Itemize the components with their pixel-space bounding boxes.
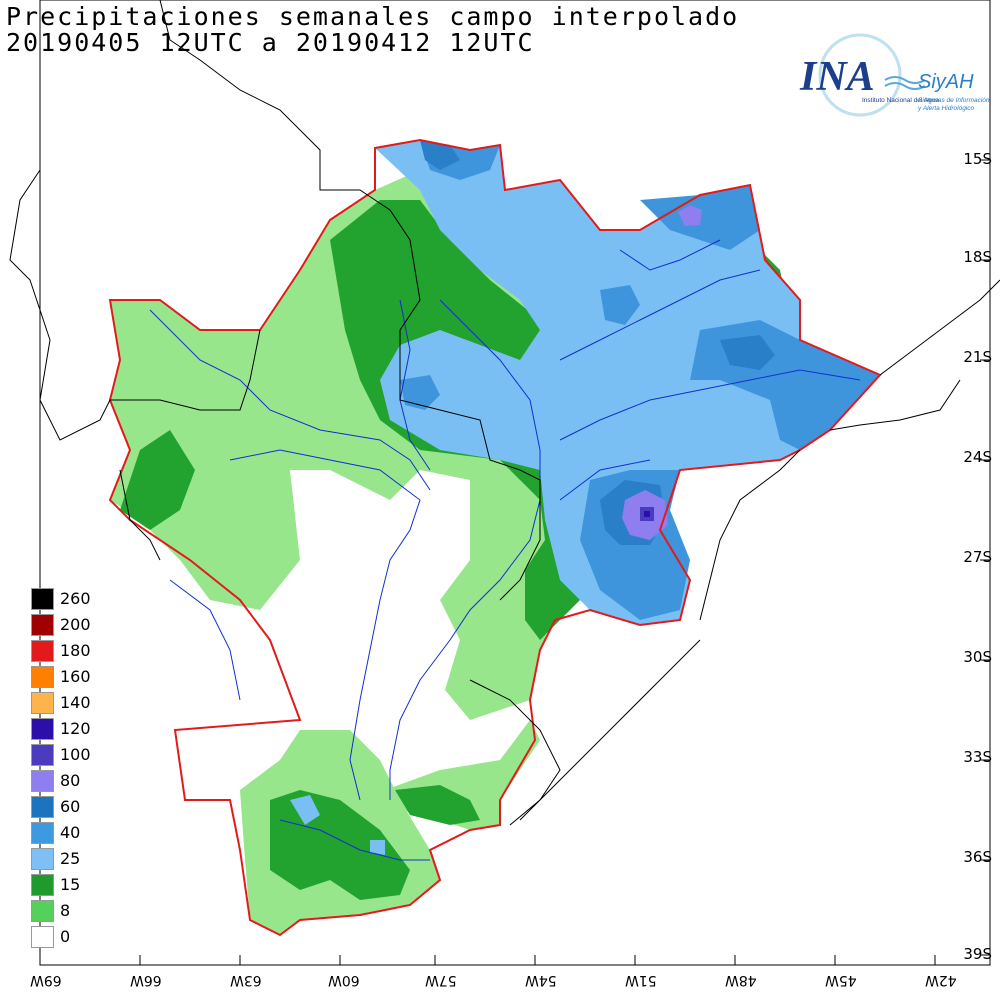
lon-label-42w: 42W bbox=[925, 972, 957, 988]
lon-label-57w: 57W bbox=[425, 972, 457, 988]
legend-swatch bbox=[31, 926, 54, 948]
logo-org: Instituto Nacional del Agua bbox=[862, 97, 939, 104]
legend-swatch bbox=[31, 874, 54, 896]
grid-ticks bbox=[139, 159, 990, 965]
lat-label-15s: 15S bbox=[963, 150, 992, 168]
legend-swatch bbox=[31, 822, 54, 844]
legend-label: 80 bbox=[60, 771, 81, 790]
map-title: Precipitaciones semanales campo interpol… bbox=[6, 2, 740, 31]
legend-swatch bbox=[31, 588, 54, 610]
lat-label-39s: 39S bbox=[963, 945, 992, 963]
ina-siyah-logo: INA SiyAH Instituto Nacional del Agua Si… bbox=[799, 33, 990, 117]
lat-label-24s: 24S bbox=[963, 448, 992, 466]
lon-label-66w: 66W bbox=[130, 972, 162, 988]
legend-item: 260 bbox=[31, 588, 151, 610]
legend-label: 140 bbox=[60, 693, 91, 712]
legend-swatch bbox=[31, 744, 54, 766]
map-border bbox=[39, 0, 991, 966]
legend-item: 40 bbox=[31, 822, 151, 844]
lat-label-21s: 21S bbox=[963, 348, 992, 366]
rain-zone-25mm bbox=[290, 140, 880, 855]
lon-label-69w: 69W bbox=[30, 972, 62, 988]
map-period: 20190405 12UTC a 20190412 12UTC bbox=[6, 28, 535, 57]
lon-label-60w: 60W bbox=[328, 972, 360, 988]
lat-label-30s: 30S bbox=[963, 648, 992, 666]
legend-label: 15 bbox=[60, 875, 81, 894]
legend-item: 25 bbox=[31, 848, 151, 870]
legend-label: 200 bbox=[60, 615, 91, 634]
legend-item: 60 bbox=[31, 796, 151, 818]
logo-tagline-2: y Alerta Hidrológico bbox=[917, 105, 975, 112]
legend-swatch bbox=[31, 718, 54, 740]
lat-label-33s: 33S bbox=[963, 748, 992, 766]
legend-item: 100 bbox=[31, 744, 151, 766]
lon-label-54w: 54W bbox=[525, 972, 557, 988]
legend-swatch bbox=[31, 666, 54, 688]
lat-label-27s: 27S bbox=[963, 548, 992, 566]
lon-label-63w: 63W bbox=[230, 972, 262, 988]
legend-item: 180 bbox=[31, 640, 151, 662]
lat-label-18s: 18S bbox=[963, 248, 992, 266]
legend-label: 260 bbox=[60, 589, 91, 608]
legend-item: 0 bbox=[31, 926, 151, 948]
legend-swatch bbox=[31, 900, 54, 922]
legend-label: 180 bbox=[60, 641, 91, 660]
legend-item: 160 bbox=[31, 666, 151, 688]
legend-label: 25 bbox=[60, 849, 81, 868]
legend-label: 0 bbox=[60, 927, 71, 946]
legend-swatch bbox=[31, 640, 54, 662]
legend-label: 8 bbox=[60, 901, 71, 920]
legend-label: 40 bbox=[60, 823, 81, 842]
legend-label: 120 bbox=[60, 719, 91, 738]
lon-label-48w: 48W bbox=[725, 972, 757, 988]
legend-label: 160 bbox=[60, 667, 91, 686]
legend-label: 60 bbox=[60, 797, 81, 816]
legend-swatch bbox=[31, 770, 54, 792]
logo-brand: INA bbox=[799, 54, 875, 100]
legend-label: 100 bbox=[60, 745, 91, 764]
legend-item: 8 bbox=[31, 900, 151, 922]
logo-system: SiyAH bbox=[918, 71, 974, 93]
rivers bbox=[149, 239, 861, 861]
rain-zone-120mm bbox=[644, 511, 650, 517]
legend-item: 200 bbox=[31, 614, 151, 636]
legend-item: 15 bbox=[31, 874, 151, 896]
legend-swatch bbox=[31, 614, 54, 636]
lon-label-51w: 51W bbox=[625, 972, 657, 988]
legend-swatch bbox=[31, 796, 54, 818]
lat-label-36s: 36S bbox=[963, 848, 992, 866]
logo-tagline-1: Sistemas de Información bbox=[918, 97, 990, 104]
lon-label-45w: 45W bbox=[825, 972, 857, 988]
legend-swatch bbox=[31, 692, 54, 714]
legend-swatch bbox=[31, 848, 54, 870]
legend-item: 80 bbox=[31, 770, 151, 792]
country-borders bbox=[9, 0, 1000, 826]
legend-item: 120 bbox=[31, 718, 151, 740]
legend-item: 140 bbox=[31, 692, 151, 714]
basin-outline bbox=[108, 138, 882, 937]
